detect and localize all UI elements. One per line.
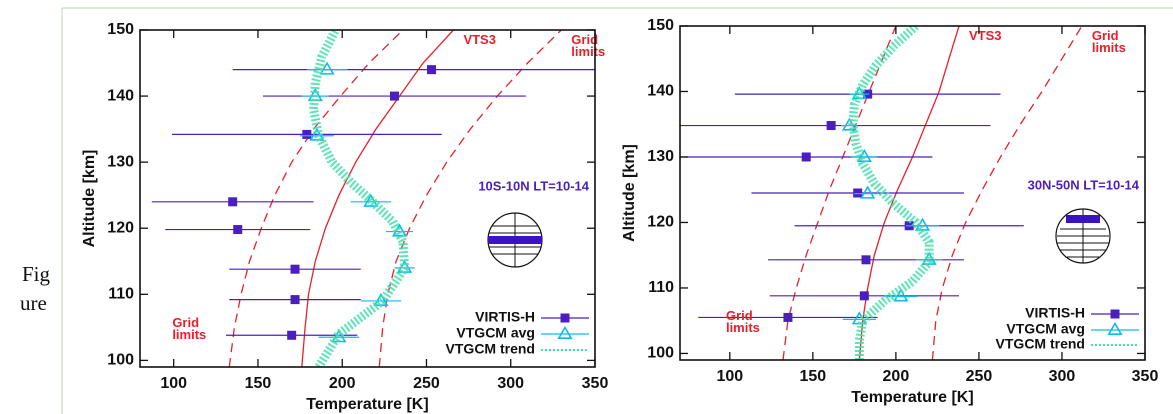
- y-tick-label: 150: [107, 21, 134, 38]
- y-axis-title: Altitude [km]: [81, 150, 98, 248]
- data-point: [427, 65, 437, 75]
- data-point: [228, 197, 238, 207]
- curve-label: VTS3: [463, 34, 496, 47]
- data-point: [389, 91, 399, 101]
- legend-swatch: [1110, 309, 1120, 319]
- data-point: [783, 312, 793, 322]
- curve-label-box: Grid limits: [725, 310, 760, 335]
- legend-label: VTGCM trend: [996, 336, 1085, 352]
- data-point: [233, 225, 243, 235]
- x-tick-label: 250: [966, 368, 993, 385]
- legend-label: VTGCM avg: [1006, 321, 1085, 337]
- data-point: [826, 121, 836, 131]
- y-tick-label: 140: [647, 83, 674, 100]
- curve-label: Grid limits: [172, 317, 207, 342]
- x-tick-label: 300: [1049, 368, 1076, 385]
- curve-label-box: VTS3: [463, 34, 496, 47]
- y-tick-label: 100: [107, 352, 134, 369]
- x-tick-label: 200: [329, 375, 356, 392]
- x-tick-label: 100: [716, 368, 743, 385]
- x-tick-label: 150: [800, 368, 827, 385]
- plot-area: [151, 30, 595, 367]
- curve-label: Grid limits: [571, 34, 606, 59]
- y-tick-label: 150: [647, 17, 674, 34]
- region-label: 30N-50N LT=10-14: [1028, 177, 1140, 192]
- x-tick-label: 300: [497, 375, 524, 392]
- curve-label: VTS3: [969, 30, 1002, 43]
- data-point: [893, 288, 909, 302]
- x-tick-label: 350: [1132, 368, 1159, 385]
- model-curve: [228, 30, 404, 367]
- globe-icon: [1055, 208, 1111, 264]
- x-tick-label: 200: [883, 368, 910, 385]
- data-point: [290, 264, 300, 274]
- y-axis-title: Altitude [km]: [621, 144, 638, 242]
- data-point: [859, 291, 869, 301]
- x-tick-label: 150: [245, 375, 272, 392]
- plot-frame: [139, 29, 596, 368]
- curve-label-box: Grid limits: [172, 317, 207, 342]
- legend-swatch: [557, 325, 573, 340]
- trend-band: [848, 26, 934, 360]
- legend-swatch: [560, 313, 570, 323]
- data-point: [319, 61, 335, 75]
- y-tick-label: 130: [647, 148, 674, 165]
- legend-label: VTGCM trend: [446, 341, 535, 357]
- y-tick-label: 100: [647, 345, 674, 362]
- data-point: [287, 330, 297, 340]
- legend-label: VTGCM avg: [456, 325, 535, 341]
- data-point: [290, 295, 300, 305]
- y-tick-label: 120: [647, 214, 674, 231]
- y-tick-label: 120: [107, 219, 134, 236]
- y-tick-label: 140: [107, 87, 134, 104]
- trend-band: [309, 30, 410, 367]
- legend-swatch: [1107, 321, 1123, 336]
- curve-label: Grid limits: [1091, 30, 1126, 55]
- data-point: [860, 185, 876, 199]
- x-axis-title: Temperature [K]: [306, 396, 428, 413]
- model-curve: [782, 26, 897, 360]
- y-tick-label: 110: [108, 286, 134, 303]
- figure-label: Fig: [22, 262, 51, 286]
- plot-frame: [679, 25, 1146, 361]
- x-tick-label: 350: [582, 375, 609, 392]
- data-point: [302, 129, 312, 139]
- y-tick-label: 130: [107, 153, 134, 170]
- curve-label-box: VTS3: [969, 30, 1002, 43]
- data-point: [801, 152, 811, 162]
- data-point: [853, 188, 863, 198]
- model-curve: [301, 30, 454, 367]
- x-tick-label: 100: [160, 375, 187, 392]
- legend-label: VIRTIS-H: [475, 309, 535, 325]
- x-axis-title: Temperature [K]: [851, 389, 973, 406]
- data-point: [861, 255, 871, 265]
- globe-icon: [487, 212, 543, 268]
- region-label: 10S-10N LT=10-14: [478, 178, 589, 193]
- model-curve: [931, 26, 1083, 360]
- data-point: [921, 251, 937, 265]
- y-tick-label: 110: [648, 279, 674, 296]
- figure-label: ure: [20, 291, 47, 315]
- x-tick-label: 250: [413, 375, 440, 392]
- curve-label-box: Grid limits: [1091, 30, 1126, 55]
- plot-area: [680, 26, 1083, 360]
- curve-label: Grid limits: [725, 310, 760, 335]
- legend-label: VIRTIS-H: [1025, 305, 1085, 321]
- curve-label-box: Grid limits: [571, 34, 606, 59]
